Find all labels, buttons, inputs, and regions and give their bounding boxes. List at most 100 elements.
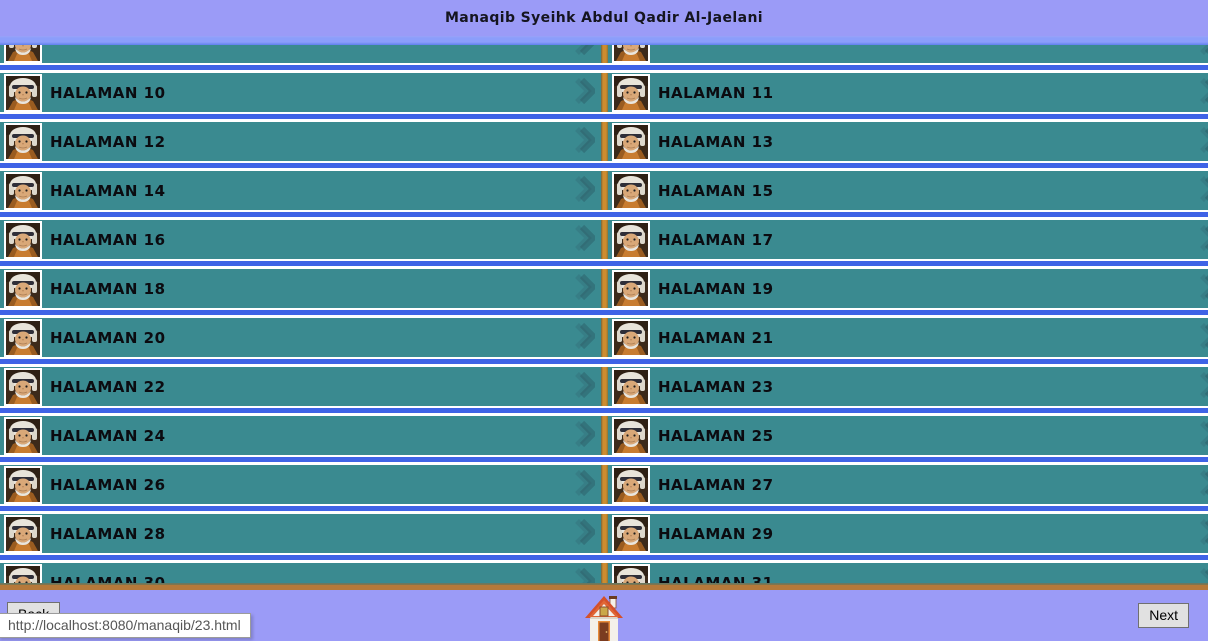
row-separator (0, 357, 1208, 367)
row-separator (0, 112, 1208, 122)
list-item[interactable]: HALAMAN 10 (0, 73, 601, 112)
list-row-band: HALAMAN 12 HALAMAN 13 (0, 122, 1208, 161)
list-row-band: HALAMAN 24 HALAMAN 25 (0, 416, 1208, 455)
list-item-label: HALAMAN 20 (50, 328, 166, 347)
header-bottom-fade (0, 36, 1208, 45)
chevron-right-icon (575, 370, 595, 404)
row-separator (0, 308, 1208, 318)
list-item[interactable]: HALAMAN 15 (608, 171, 1208, 210)
chevron-right-icon (575, 174, 595, 208)
row-separator (0, 161, 1208, 171)
column-divider (601, 73, 608, 112)
chevron-right-icon (1200, 321, 1208, 355)
chevron-right-icon (575, 76, 595, 110)
list-item-label: HALAMAN 28 (50, 524, 166, 543)
chevron-right-icon (1200, 76, 1208, 110)
chevron-right-icon (1200, 468, 1208, 502)
chevron-right-icon (575, 223, 595, 257)
chevron-right-icon (1200, 517, 1208, 551)
chevron-right-icon (1200, 223, 1208, 257)
list-item[interactable]: HALAMAN 30 (0, 563, 601, 583)
list-item[interactable]: HALAMAN 31 (608, 563, 1208, 583)
chevron-right-icon (1200, 174, 1208, 208)
chevron-right-icon (575, 419, 595, 453)
column-divider (601, 465, 608, 504)
list-item[interactable]: HALAMAN 27 (608, 465, 1208, 504)
list-item[interactable] (608, 45, 1208, 63)
sheikh-portrait-icon (4, 563, 42, 583)
chevron-right-icon (1200, 45, 1208, 61)
list-item-label: HALAMAN 24 (50, 426, 166, 445)
page-title: Manaqib Syeihk Abdul Qadir Al-Jaelani (444, 10, 764, 26)
list-item[interactable]: HALAMAN 20 (0, 318, 601, 357)
chevron-right-icon (575, 566, 595, 584)
list-item[interactable]: HALAMAN 24 (0, 416, 601, 455)
column-divider (601, 514, 608, 553)
chevron-right-icon (1200, 125, 1208, 159)
list-item-label: HALAMAN 17 (658, 230, 774, 249)
sheikh-portrait-icon (612, 416, 650, 455)
sheikh-portrait-icon (612, 45, 650, 63)
sheikh-portrait-icon (4, 514, 42, 553)
list-inner: HALAMAN 10 HALAMAN 11 HALAMAN 12 (0, 45, 1208, 583)
list-item[interactable]: HALAMAN 16 (0, 220, 601, 259)
sheikh-portrait-icon (4, 171, 42, 210)
list-item[interactable]: HALAMAN 13 (608, 122, 1208, 161)
list-row-band: HALAMAN 20 HALAMAN 21 (0, 318, 1208, 357)
column-divider (601, 416, 608, 455)
list-item[interactable] (0, 45, 601, 63)
list-item[interactable]: HALAMAN 18 (0, 269, 601, 308)
sheikh-portrait-icon (612, 563, 650, 583)
row-separator (0, 259, 1208, 269)
sheikh-portrait-icon (4, 465, 42, 504)
list-row-band: HALAMAN 28 HALAMAN 29 (0, 514, 1208, 553)
column-divider (601, 269, 608, 308)
list-item[interactable]: HALAMAN 23 (608, 367, 1208, 406)
list-item[interactable]: HALAMAN 12 (0, 122, 601, 161)
list-row-band: HALAMAN 30 HALAMAN 31 (0, 563, 1208, 583)
column-divider (601, 367, 608, 406)
sheikh-portrait-icon (612, 514, 650, 553)
list-item[interactable]: HALAMAN 22 (0, 367, 601, 406)
list-item[interactable]: HALAMAN 21 (608, 318, 1208, 357)
sheikh-portrait-icon (4, 367, 42, 406)
list-item-label: HALAMAN 19 (658, 279, 774, 298)
list-item-label: HALAMAN 29 (658, 524, 774, 543)
column-divider (601, 318, 608, 357)
list-item[interactable]: HALAMAN 26 (0, 465, 601, 504)
list-item-label: HALAMAN 11 (658, 83, 774, 102)
sheikh-portrait-icon (4, 73, 42, 112)
sheikh-portrait-icon (612, 367, 650, 406)
list-item[interactable]: HALAMAN 19 (608, 269, 1208, 308)
list-item[interactable]: HALAMAN 28 (0, 514, 601, 553)
list-row-band: HALAMAN 22 HALAMAN 23 (0, 367, 1208, 406)
list-item[interactable]: HALAMAN 14 (0, 171, 601, 210)
chevron-right-icon (1200, 272, 1208, 306)
next-button[interactable]: Next (1138, 603, 1189, 628)
list-item-label: HALAMAN 16 (50, 230, 166, 249)
sheikh-portrait-icon (612, 269, 650, 308)
chevron-right-icon (575, 517, 595, 551)
sheikh-portrait-icon (612, 220, 650, 259)
column-divider (601, 122, 608, 161)
list-item[interactable]: HALAMAN 25 (608, 416, 1208, 455)
list-item-label: HALAMAN 22 (50, 377, 166, 396)
list-item[interactable]: HALAMAN 11 (608, 73, 1208, 112)
chevron-right-icon (1200, 419, 1208, 453)
chevron-right-icon (575, 125, 595, 159)
chevron-right-icon (1200, 370, 1208, 404)
row-separator (0, 63, 1208, 73)
list-item-label: HALAMAN 26 (50, 475, 166, 494)
list-item[interactable]: HALAMAN 17 (608, 220, 1208, 259)
list-item[interactable]: HALAMAN 29 (608, 514, 1208, 553)
chevron-right-icon (575, 321, 595, 355)
column-divider (601, 171, 608, 210)
sheikh-portrait-icon (4, 269, 42, 308)
home-button[interactable] (584, 595, 624, 641)
sheikh-portrait-icon (612, 318, 650, 357)
list-item-label: HALAMAN 18 (50, 279, 166, 298)
row-separator (0, 553, 1208, 563)
status-bar-url: http://localhost:8080/manaqib/23.html (0, 613, 251, 638)
list-row-band: HALAMAN 18 HALAMAN 19 (0, 269, 1208, 308)
sheikh-portrait-icon (4, 318, 42, 357)
